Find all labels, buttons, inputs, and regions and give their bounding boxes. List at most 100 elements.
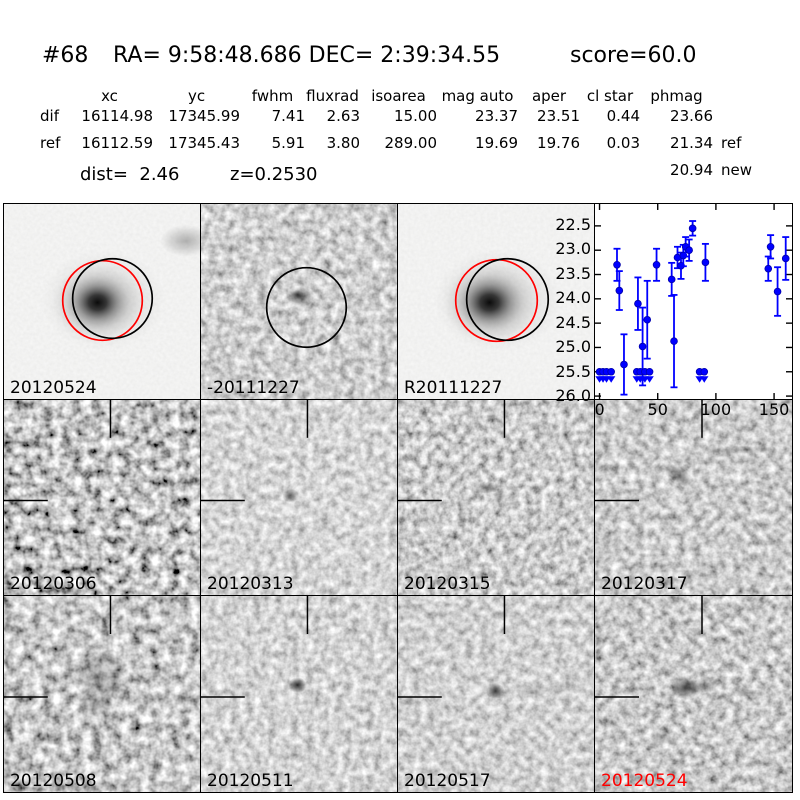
- stamp-difference-20120511: 20120511: [201, 596, 398, 792]
- diffuse-residual-2: [75, 691, 116, 721]
- row-label: ref: [40, 134, 61, 152]
- dif-suffix: [713, 108, 721, 125]
- stamp-date-label: 20120517: [404, 771, 491, 791]
- lightcurve-plot: [595, 204, 792, 399]
- stamp-difference--20111227: -20111227: [201, 204, 398, 400]
- negative-residual: [666, 496, 690, 514]
- candidate-id: #68: [42, 43, 89, 68]
- dist-text: dist= 2.46: [80, 164, 180, 185]
- stamp-date-label: 20120524: [10, 378, 97, 398]
- row-label: dif: [40, 107, 59, 125]
- difference-canvas: [398, 596, 594, 792]
- dif-xc: 16114.98: [81, 107, 153, 125]
- position-crosshair: [595, 400, 703, 502]
- redshift-text: z=0.2530: [230, 164, 318, 185]
- residual-core: [291, 289, 304, 300]
- stamp-difference-20120315: 20120315: [398, 400, 595, 596]
- detection-blob: [282, 488, 299, 503]
- stamp-date-label: 20120313: [207, 574, 294, 594]
- col-phmag: phmag: [650, 87, 703, 105]
- col-xc: xc: [101, 87, 118, 105]
- col-fwhm: fwhm: [251, 87, 294, 105]
- col-fluxrad: fluxrad: [306, 87, 359, 105]
- table-row-ref: ref 16112.59 17345.43 5.91 3.80 289.00 1…: [40, 135, 741, 152]
- ref-fluxrad: 3.80: [326, 134, 360, 152]
- new-suffix: new: [721, 161, 753, 179]
- faint-trail: [727, 689, 771, 697]
- stamp-date-label: 20120317: [601, 574, 688, 594]
- noise-texture: [4, 400, 200, 595]
- noise-texture: [595, 400, 792, 595]
- dif-aper: 23.51: [537, 107, 580, 125]
- position-crosshair: [201, 400, 309, 502]
- table-row-dif: dif 16114.98 17345.99 7.41 2.63 15.00 23…: [40, 108, 721, 125]
- lightcurve-panel: [595, 204, 792, 400]
- difference-canvas: [595, 400, 792, 595]
- ref-aper: 19.76: [537, 134, 580, 152]
- stamp-date-label: R20111227: [404, 378, 503, 398]
- dif-cl-star: 0.44: [606, 107, 640, 125]
- col-mag-auto: mag auto: [441, 87, 514, 105]
- aperture-circle-black: [265, 266, 348, 349]
- dif-fluxrad: 2.63: [326, 107, 360, 125]
- new-phmag: 20.94: [670, 161, 713, 179]
- table-header-row: xc yc fwhm fluxrad isoarea mag auto aper…: [40, 88, 713, 105]
- col-aper: aper: [531, 87, 567, 105]
- ref-xc: 16112.59: [81, 134, 153, 152]
- stamp-new-image: 20120524: [4, 204, 201, 400]
- negative-residual: [274, 690, 297, 706]
- coordinates-text: RA= 9:58:48.686 DEC= 2:39:34.55: [113, 43, 501, 68]
- noise-blob: [650, 730, 674, 746]
- negative-residual: [277, 503, 296, 516]
- col-yc: yc: [187, 87, 206, 105]
- position-crosshair: [4, 400, 112, 502]
- diffuse-residual: [72, 646, 129, 706]
- detection-streak: [665, 463, 695, 488]
- stamp-difference-20120524-current: 20120524: [595, 596, 792, 792]
- aperture-circle-black: [71, 257, 154, 340]
- difference-canvas: [201, 400, 397, 595]
- faint-trail: [502, 687, 593, 695]
- col-isoarea: isoarea: [371, 87, 426, 105]
- detection-point: [486, 683, 505, 699]
- noise-texture: [201, 596, 397, 792]
- faint-trail: [698, 445, 788, 454]
- dif-isoarea: 15.00: [394, 107, 437, 125]
- ref-isoarea: 289.00: [384, 134, 438, 152]
- difference-canvas: [4, 596, 200, 792]
- reference-canvas: [398, 204, 594, 399]
- detection-blob-2: [491, 491, 508, 502]
- ref-fwhm: 5.91: [271, 134, 305, 152]
- stamp-reference-image: R20111227: [398, 204, 595, 400]
- noise-texture: [201, 400, 397, 595]
- col-cl-star: cl star: [586, 87, 634, 105]
- stamp-difference-20120508: 20120508: [4, 596, 201, 792]
- stamp-difference-20120313: 20120313: [201, 400, 398, 596]
- ref-mag-auto: 19.69: [475, 134, 518, 152]
- detection-blob: [473, 481, 500, 494]
- dif-yc: 17345.99: [168, 107, 240, 125]
- dif-fwhm: 7.41: [271, 107, 305, 125]
- stamp-date-label: 20120524: [601, 771, 688, 791]
- position-crosshair: [4, 596, 112, 698]
- stamp-difference-20120317: 20120317: [595, 400, 792, 596]
- position-crosshair: [595, 596, 703, 698]
- difference-canvas: [398, 400, 594, 595]
- dif-phmag: 23.66: [670, 107, 713, 125]
- stamp-difference-20120517: 20120517: [398, 596, 595, 792]
- difference-canvas: [4, 400, 200, 595]
- aperture-circle-black: [465, 257, 550, 342]
- new-image-canvas: [4, 204, 200, 399]
- stamp-difference-20120306: 20120306: [4, 400, 201, 596]
- stamp-date-label: 20120508: [10, 771, 97, 791]
- stamp-grid: 20120524 -20111227 R20111227: [3, 203, 793, 793]
- stamp-date-label: 20120511: [207, 771, 294, 791]
- detection-extension: [681, 679, 721, 693]
- negative-residual: [468, 683, 489, 695]
- detection-point: [288, 677, 307, 693]
- difference-canvas: [595, 596, 792, 792]
- stamp-date-label: -20111227: [207, 378, 300, 398]
- phmag-new-row: 20.94 new: [640, 161, 752, 179]
- score-text: score=60.0: [570, 43, 697, 68]
